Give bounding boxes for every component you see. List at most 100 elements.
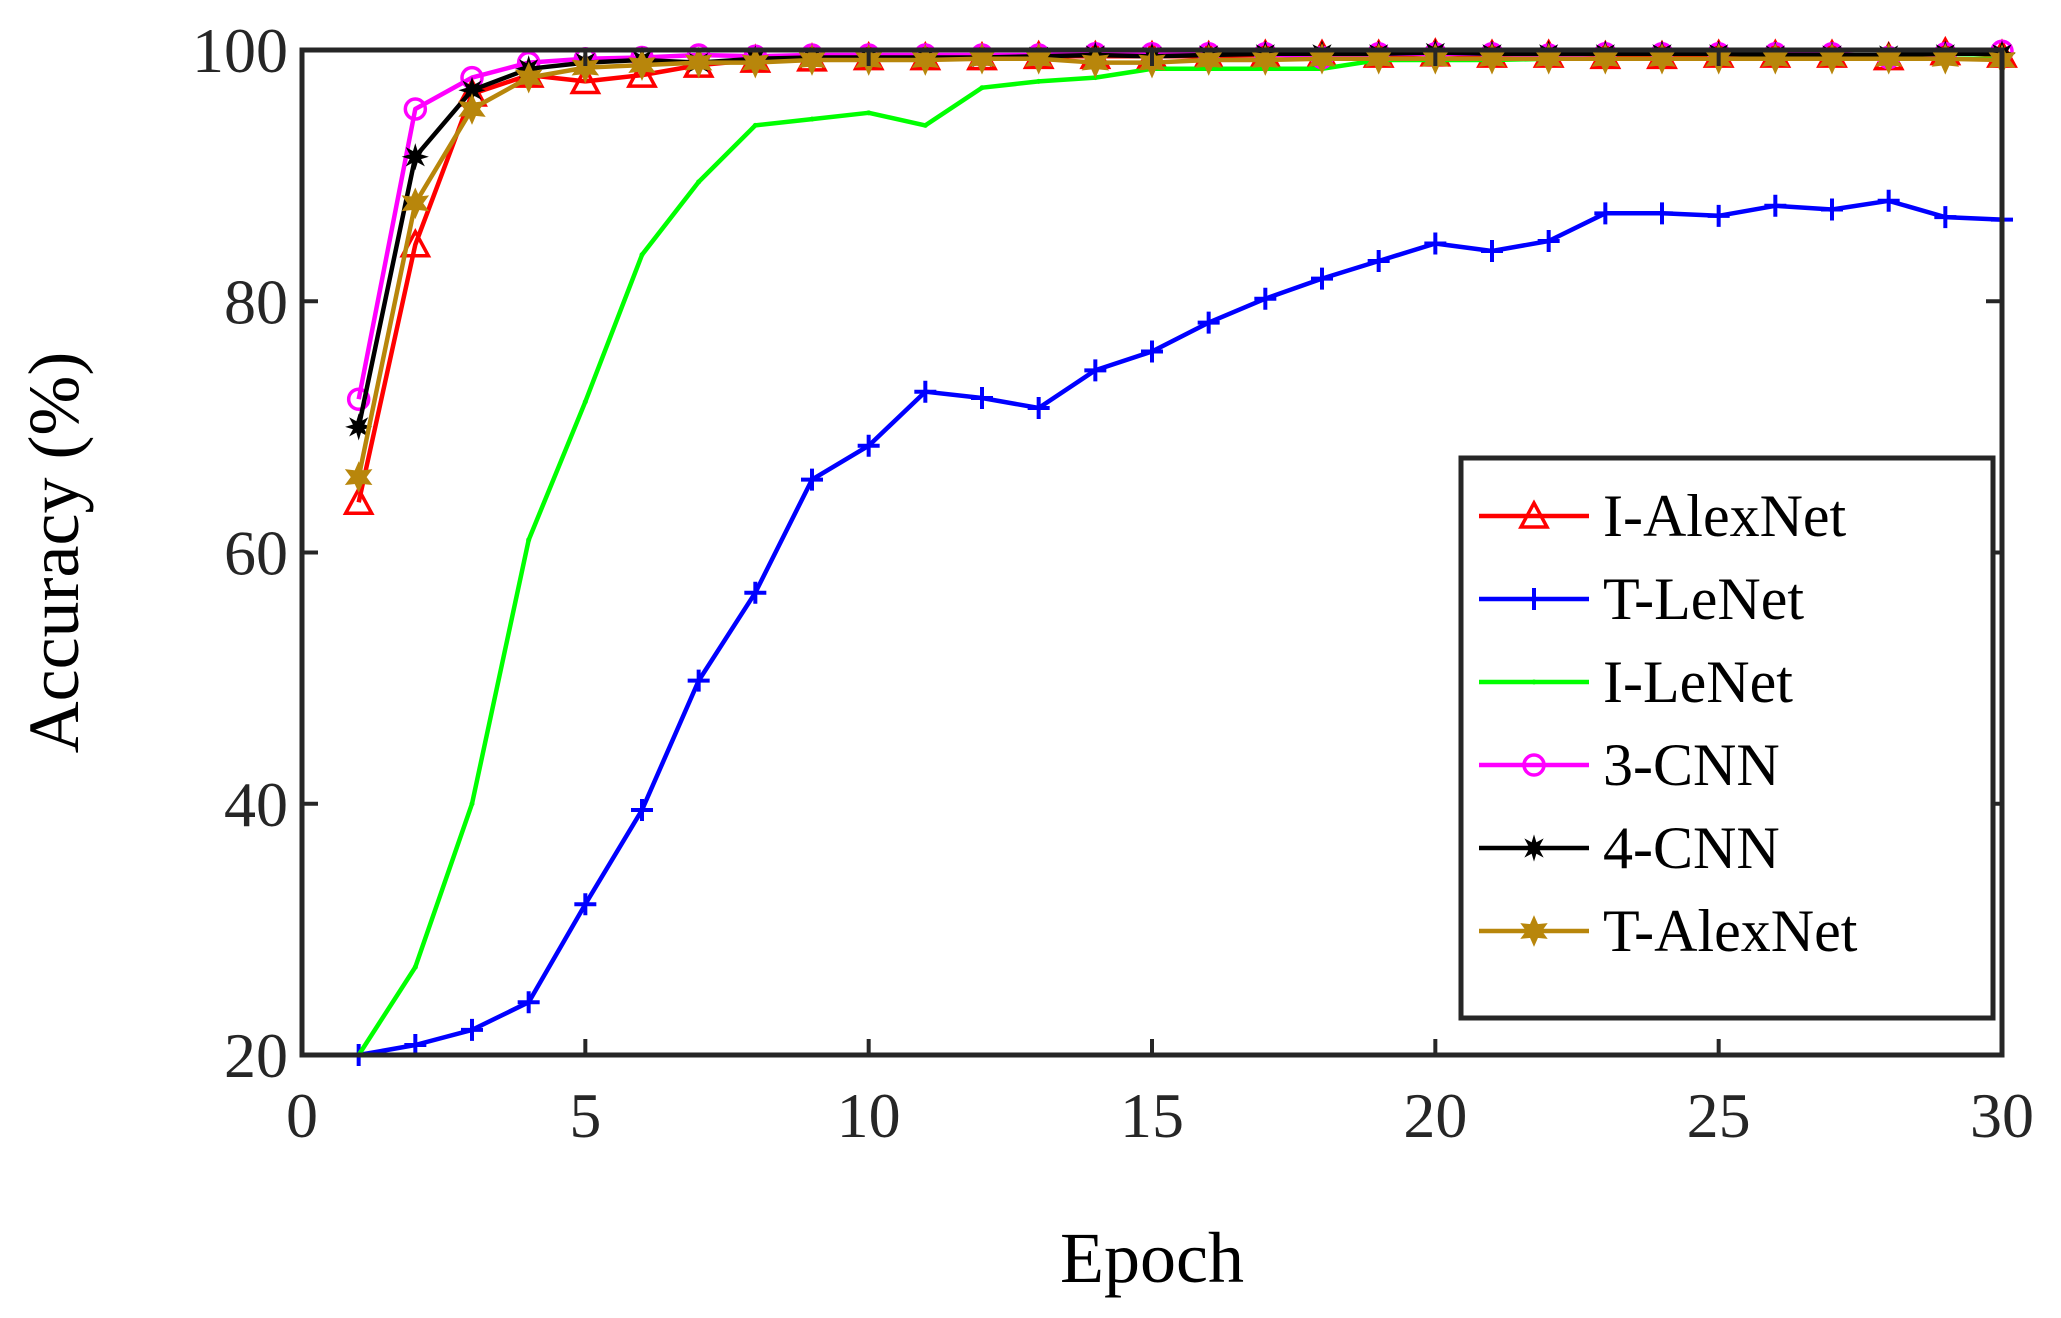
x-tick-label: 10	[837, 1080, 901, 1151]
y-tick-label: 100	[192, 15, 288, 86]
legend-swatch-marker	[1531, 679, 1537, 685]
legend-box	[1458, 455, 1996, 1021]
data-point-i-alexnet	[342, 485, 375, 516]
tick-marks	[300, 48, 2004, 1057]
data-point-t-lenet	[574, 893, 597, 916]
data-point-t-lenet	[1141, 340, 1163, 363]
y-tick-label: 40	[224, 769, 288, 840]
data-point-t-alexnet	[684, 46, 713, 79]
data-point-t-alexnet	[344, 461, 373, 493]
data-point-i-lenet	[866, 110, 872, 116]
legend-item-t-lenet: T-LeNet	[1479, 566, 1804, 632]
legend-item-3-cnn: 3-CNN	[1479, 732, 1780, 798]
data-point-i-lenet	[752, 122, 758, 128]
legend-label: T-LeNet	[1603, 566, 1804, 632]
data-point-t-alexnet	[458, 93, 486, 125]
data-point-t-lenet	[1424, 232, 1447, 255]
data-point-t-alexnet	[1251, 44, 1280, 76]
y-tick-label: 20	[224, 1020, 288, 1091]
legend-label: 3-CNN	[1603, 732, 1780, 798]
data-point-t-alexnet	[1194, 44, 1223, 76]
data-point-t-lenet	[461, 1018, 483, 1041]
data-point-t-lenet	[1254, 287, 1277, 310]
data-point-t-alexnet	[628, 49, 656, 81]
data-point-t-alexnet	[741, 46, 770, 79]
data-point-i-lenet	[979, 85, 985, 91]
data-point-t-lenet	[971, 386, 993, 409]
data-point-t-lenet	[801, 468, 823, 491]
data-point-t-alexnet	[911, 44, 940, 76]
data-point-t-lenet	[1707, 204, 1730, 227]
legend-swatch-marker	[1520, 915, 1548, 947]
data-point-i-lenet	[412, 964, 418, 970]
legend-label: T-AlexNet	[1603, 898, 1858, 964]
x-axis-label: Epoch	[1060, 1218, 1244, 1298]
data-point-t-lenet	[687, 669, 710, 692]
data-point-t-lenet	[1027, 397, 1050, 420]
data-point-t-lenet	[517, 991, 540, 1014]
x-tick-label: 20	[1403, 1080, 1467, 1151]
y-tick-labels: 20 40 60 80 100	[192, 15, 288, 1091]
data-point-i-lenet	[639, 252, 645, 258]
series-layer	[342, 35, 2018, 1066]
data-point-t-lenet	[1197, 311, 1220, 334]
data-point-i-lenet	[809, 116, 815, 122]
data-point-t-lenet	[1367, 250, 1390, 273]
data-point-i-lenet	[582, 399, 588, 405]
legend: I-AlexNet T-LeNet I-LeNet 3-CNN 4-CNN T-AlexN…	[1458, 455, 1996, 1021]
data-point-t-lenet	[914, 380, 937, 403]
data-point-t-lenet	[631, 799, 653, 822]
data-point-t-lenet	[1537, 229, 1560, 252]
x-tick-label: 15	[1120, 1080, 1184, 1151]
data-point-i-lenet	[696, 179, 702, 185]
data-point-t-alexnet	[571, 51, 600, 84]
data-point-t-lenet	[1084, 359, 1107, 382]
legend-swatch-marker	[1523, 588, 1545, 610]
x-tick-label: 30	[1970, 1080, 2034, 1151]
legend-item-t-alexnet: T-AlexNet	[1479, 898, 1858, 964]
data-point-4-cnn	[401, 143, 429, 171]
legend-item-i-lenet: I-LeNet	[1479, 649, 1793, 715]
series-line-t-alexnet	[356, 56, 2003, 478]
data-point-i-lenet	[526, 537, 532, 543]
legend-swatch-marker	[1522, 753, 1546, 777]
data-point-t-lenet	[1821, 198, 1843, 221]
data-point-t-lenet	[1764, 194, 1787, 217]
data-point-t-lenet	[744, 581, 767, 604]
y-axis-label: Accuracy (%)	[14, 352, 94, 754]
data-point-t-alexnet	[1081, 46, 1110, 79]
data-point-t-lenet	[404, 1033, 427, 1056]
data-point-t-alexnet	[514, 61, 543, 94]
y-tick-label: 60	[224, 518, 288, 589]
data-point-t-lenet	[857, 434, 880, 457]
data-point-t-lenet	[1311, 267, 1333, 290]
data-point-t-lenet	[1481, 240, 1503, 262]
data-point-i-lenet	[922, 122, 928, 128]
data-point-i-lenet	[1036, 78, 1042, 84]
data-point-3-cnn	[403, 97, 428, 121]
legend-swatch-marker	[1520, 834, 1548, 862]
x-tick-label: 25	[1687, 1080, 1751, 1151]
data-point-t-lenet	[1651, 202, 1673, 225]
legend-label: I-AlexNet	[1603, 483, 1847, 549]
data-point-t-alexnet	[401, 187, 430, 220]
data-point-i-lenet	[469, 801, 475, 807]
data-point-t-lenet	[1877, 189, 1900, 212]
data-point-t-lenet	[1594, 202, 1617, 225]
x-tick-label: 5	[569, 1080, 601, 1151]
x-tick-label: 0	[286, 1080, 318, 1151]
data-point-t-alexnet	[798, 44, 826, 76]
legend-item-4-cnn: 4-CNN	[1479, 815, 1780, 881]
legend-label: 4-CNN	[1603, 815, 1780, 881]
x-tick-labels: 0 5 10 15 20 25 30	[286, 1080, 2034, 1151]
legend-swatch-marker	[1518, 499, 1550, 529]
data-point-t-lenet	[1934, 206, 1957, 229]
legend-label: I-LeNet	[1603, 649, 1793, 715]
data-point-i-alexnet	[626, 58, 658, 88]
legend-item-i-alexnet: I-AlexNet	[1479, 483, 1847, 549]
data-point-3-cnn	[346, 387, 371, 411]
data-point-i-alexnet	[569, 64, 602, 95]
y-tick-label: 80	[224, 266, 288, 337]
data-point-4-cnn	[345, 413, 373, 441]
